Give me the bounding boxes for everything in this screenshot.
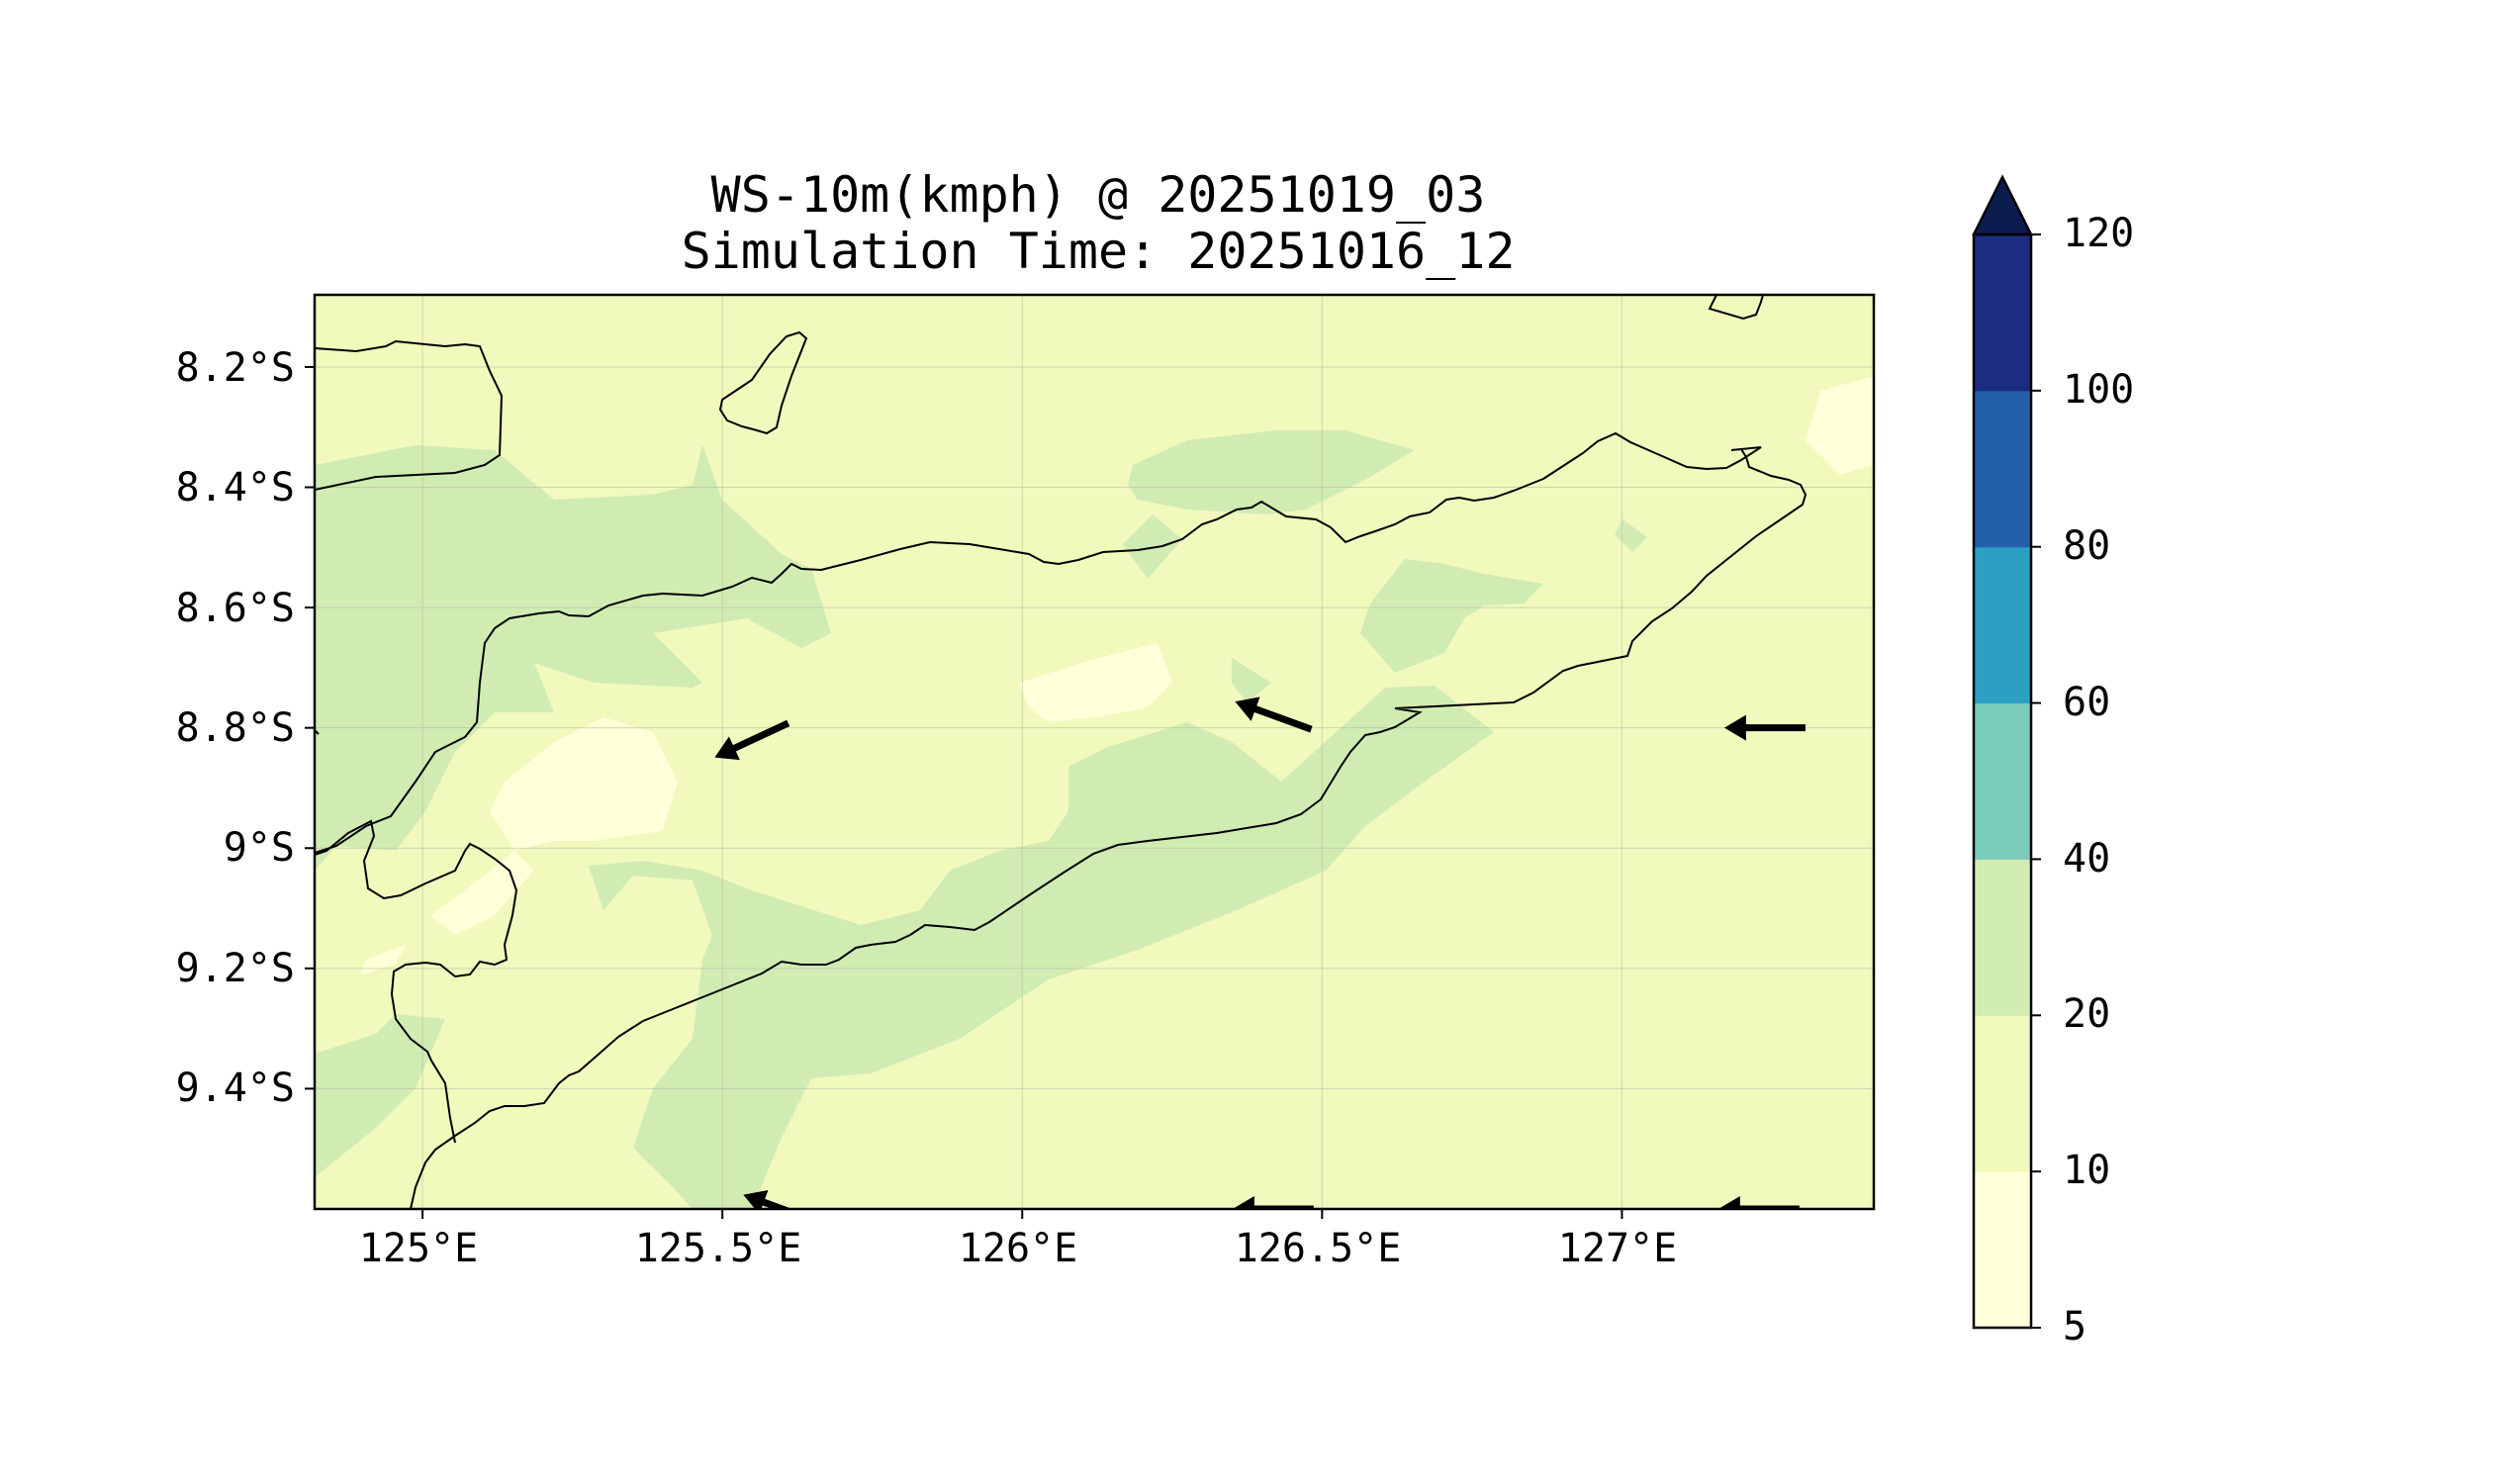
colorbar-tick-label: 10	[2063, 1148, 2111, 1193]
x-tick-label: 126°E	[958, 1226, 1078, 1271]
wind-arrow	[1232, 1196, 1314, 1209]
colorbar-segment	[1974, 390, 2031, 548]
coastline-wetar-edge	[1708, 295, 1764, 321]
wind-arrow-shape	[1235, 696, 1313, 733]
colorbar-segment	[1974, 1171, 2031, 1329]
wind-arrow-shape	[1232, 1196, 1314, 1209]
map-frame	[313, 293, 1876, 1211]
y-tick-label: 8.6°S	[175, 586, 295, 631]
colorbar-tick-label: 80	[2063, 523, 2111, 569]
x-tick-label: 125.5°E	[634, 1226, 802, 1271]
wind-arrow	[1723, 714, 1806, 741]
region	[1118, 671, 1153, 688]
y-tick-label: 8.4°S	[175, 465, 295, 510]
chart-subtitle: Simulation Time: 20251016_12	[681, 223, 1516, 280]
region	[1019, 643, 1172, 722]
colorbar-frame	[1972, 232, 2033, 1330]
region	[1128, 430, 1415, 514]
wind-arrows	[714, 696, 1806, 1209]
colorbar-tick-label: 5	[2063, 1304, 2087, 1349]
axis-tick-marks	[305, 365, 1623, 1219]
colorbar-tick-label: 20	[2063, 991, 2111, 1037]
y-tick-label: 9°S	[223, 825, 295, 871]
wind-arrow	[714, 719, 790, 761]
colorbar-tick-label: 60	[2063, 680, 2111, 725]
coastline-timor-north	[315, 339, 504, 491]
wind-arrow	[1235, 696, 1313, 733]
coastlines	[315, 295, 1808, 1209]
y-tick-label: 9.4°S	[175, 1066, 295, 1111]
colorbar-segment	[1974, 234, 2031, 392]
colorbar-segment	[1974, 1015, 2031, 1172]
region	[1360, 559, 1543, 673]
colorbar-tick-label: 100	[2063, 367, 2135, 413]
region	[1615, 519, 1647, 552]
region	[1123, 514, 1182, 579]
region	[589, 686, 1494, 1209]
map-panel	[315, 295, 1874, 1209]
region	[315, 445, 831, 871]
wind-arrow-shape	[1723, 714, 1806, 741]
y-tick-label: 9.2°S	[175, 946, 295, 991]
colorbar	[1971, 174, 2041, 1330]
colorbar-tick-label: 120	[2063, 211, 2135, 256]
x-tick-label: 125°E	[358, 1226, 479, 1271]
colorbar-segment	[1974, 859, 2031, 1016]
colorbar-segment	[1974, 702, 2031, 860]
wind-speed-band-20-40	[315, 430, 1647, 1209]
region	[430, 851, 534, 935]
wind-speed-band-5-10	[361, 376, 1874, 974]
colorbar-segment	[1974, 546, 2031, 704]
y-tick-label: 8.2°S	[175, 345, 295, 391]
region	[1232, 658, 1271, 702]
y-tick-label: 8.8°S	[175, 705, 295, 751]
coastline-west-lower	[315, 819, 518, 1144]
region	[361, 945, 406, 974]
region	[315, 1014, 445, 1177]
x-tick-label: 126.5°E	[1234, 1226, 1402, 1271]
wind-arrow-shape	[714, 719, 790, 761]
coastline-islet	[718, 330, 808, 435]
colorbar-extend-arrow	[1971, 174, 2034, 236]
coastline-timor-main	[315, 431, 1808, 1209]
chart-title: WS-10m(kmph) @ 20251019_03	[710, 166, 1486, 224]
x-tick-label: 127°E	[1557, 1226, 1678, 1271]
colorbar-tick-label: 40	[2063, 836, 2111, 881]
wind-arrow-shape	[1717, 1196, 1800, 1209]
wind-arrow	[1717, 1196, 1800, 1209]
region	[1806, 376, 1874, 475]
region	[490, 717, 678, 851]
